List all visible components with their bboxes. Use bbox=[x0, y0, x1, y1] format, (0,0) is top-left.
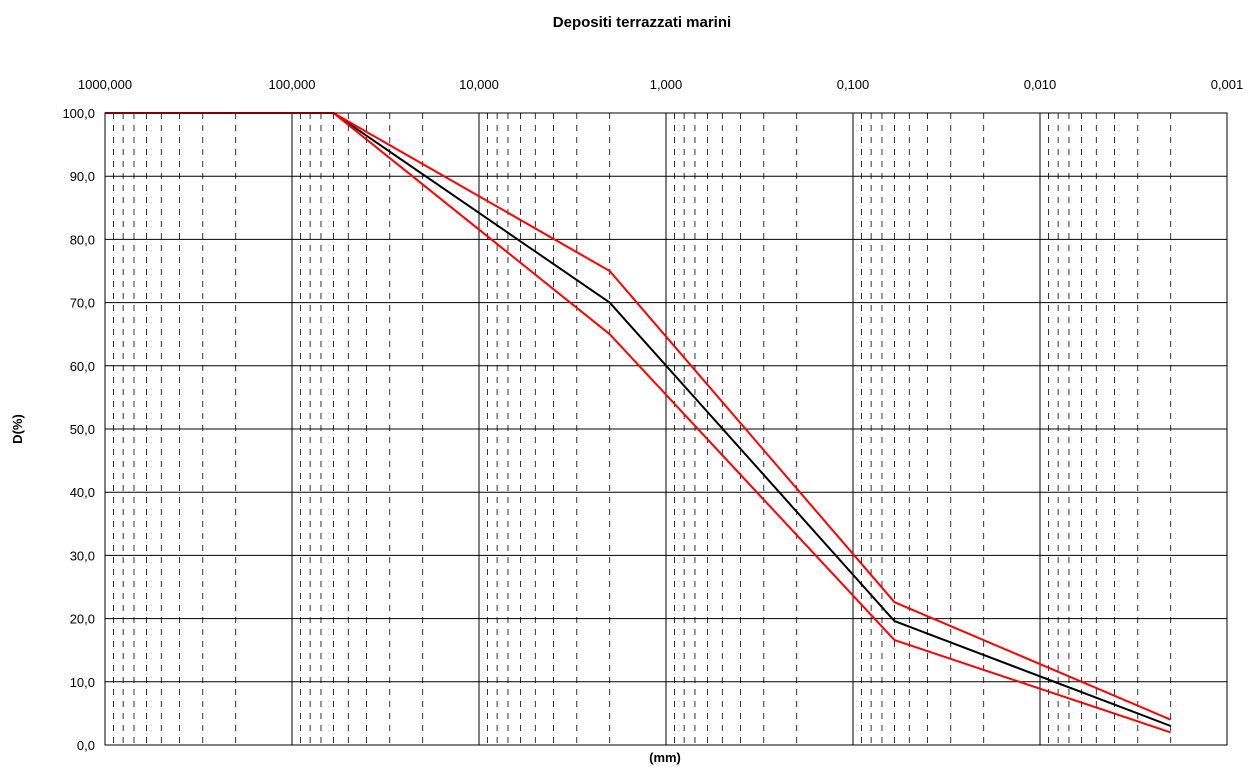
y-tick-label: 100,0 bbox=[62, 106, 95, 121]
y-tick-label: 30,0 bbox=[70, 548, 95, 563]
y-tick-label: 20,0 bbox=[70, 612, 95, 627]
x-tick-label: 100,000 bbox=[269, 77, 316, 92]
grid-layer bbox=[105, 113, 1227, 745]
series-layer bbox=[105, 112, 1172, 734]
y-tick-label: 80,0 bbox=[70, 232, 95, 247]
series-line-0 bbox=[105, 112, 1172, 727]
y-tick-label: 50,0 bbox=[70, 422, 95, 437]
y-tick-label: 90,0 bbox=[70, 169, 95, 184]
plot-area-frame bbox=[104, 112, 1228, 746]
x-tick-labels: 1000,000 100,000 10,000 1,000 0,100 0,010 0,00… bbox=[78, 77, 1243, 92]
y-tick-label: 60,0 bbox=[70, 359, 95, 374]
x-tick-label: 1,000 bbox=[650, 77, 683, 92]
y-axis-label: D(%) bbox=[10, 414, 25, 444]
x-axis-label: (mm) bbox=[649, 750, 681, 765]
chart-title: Depositi terrazzati marini bbox=[553, 14, 731, 31]
series-line-2 bbox=[105, 112, 1172, 734]
series-line-1 bbox=[105, 112, 1172, 721]
y-tick-labels: 0,0 10,0 20,0 30,0 40,0 50,0 60,0 70,0 80,0 90,0 1… bbox=[62, 106, 95, 753]
x-tick-label: 10,000 bbox=[459, 77, 499, 92]
x-tick-label: 0,001 bbox=[1211, 77, 1244, 92]
y-tick-label: 10,0 bbox=[70, 675, 95, 690]
x-tick-label: 0,100 bbox=[837, 77, 870, 92]
y-tick-label: 40,0 bbox=[70, 485, 95, 500]
y-tick-label: 0,0 bbox=[77, 738, 95, 753]
x-tick-label: 0,010 bbox=[1024, 77, 1057, 92]
x-tick-label: 1000,000 bbox=[78, 77, 132, 92]
y-tick-label: 70,0 bbox=[70, 296, 95, 311]
